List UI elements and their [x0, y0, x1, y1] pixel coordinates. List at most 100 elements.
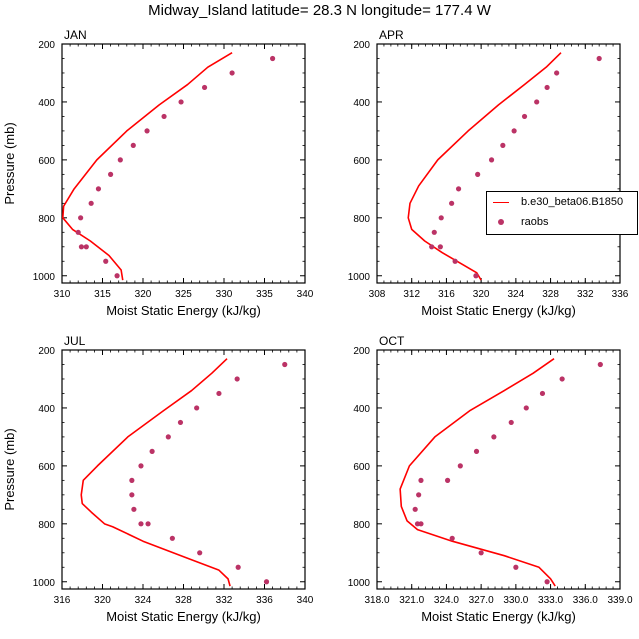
raobs-point	[475, 171, 481, 177]
raobs-point	[444, 477, 451, 483]
y-tick-label: 400	[38, 404, 55, 415]
y-tick-label: 1000	[33, 578, 56, 589]
raobs-point	[449, 200, 455, 206]
raobs-point	[554, 70, 560, 76]
raobs-point	[282, 361, 288, 368]
x-tick-label: 320	[94, 595, 111, 606]
x-tick-label: 312	[403, 289, 420, 300]
raobs-point	[473, 273, 479, 279]
raobs-point	[429, 244, 435, 250]
figure-title: Midway_Island latitude= 28.3 N longitude…	[148, 2, 491, 19]
raobs-point	[103, 258, 109, 264]
y-axis-label: Pressure (mb)	[2, 122, 17, 204]
raobs-point	[491, 434, 497, 440]
raobs-point	[511, 128, 517, 134]
x-tick-label: 332	[216, 595, 233, 606]
model-profile-line	[80, 358, 231, 587]
raobs-point	[508, 419, 514, 426]
raobs-point	[438, 215, 444, 221]
raobs-point	[83, 244, 89, 250]
raobs-point	[544, 84, 550, 91]
panel-apr: APR 308 312 316 320 324 328 332 336 200 400 600 800 1…	[348, 28, 629, 318]
raobs-point	[513, 564, 519, 570]
legend-label-model: b.e30_beta06.B1850	[521, 196, 624, 208]
raobs-point	[117, 157, 123, 163]
y-tick-label: 400	[353, 98, 370, 109]
panel-jan: JAN 310 315 320 325 330 335 340 200 400 600 800 1000…	[2, 28, 314, 318]
legend: b.e30_beta06.B1850 raobs	[486, 191, 638, 235]
x-tick-label: 340	[297, 289, 314, 300]
x-tick-label: 310	[54, 289, 71, 300]
x-tick-label: 320	[473, 289, 490, 300]
y-tick-label: 1000	[348, 272, 371, 283]
y-tick-label: 600	[38, 156, 55, 167]
x-tick-label: 336	[612, 289, 629, 300]
raobs-point	[416, 492, 422, 498]
raobs-point	[473, 448, 480, 454]
plot-frame	[61, 349, 306, 590]
legend-dot-swatch	[498, 219, 504, 225]
y-axis-label: Pressure (mb)	[2, 428, 17, 510]
raobs-point	[457, 463, 463, 469]
raobs-point	[178, 99, 184, 105]
x-tick-label: 325	[175, 289, 192, 300]
raobs-point	[75, 229, 81, 235]
raobs-point	[129, 492, 135, 498]
x-axis-label: Moist Static Energy (kJ/kg)	[106, 609, 261, 624]
raobs-point	[229, 70, 235, 76]
raobs-point	[412, 506, 418, 512]
model-profile-line	[62, 52, 233, 281]
y-tick-label: 600	[353, 462, 370, 473]
plot-frame	[376, 349, 621, 590]
x-tick-label: 321.0	[399, 595, 424, 606]
plot-frame	[376, 43, 621, 284]
raobs-point	[197, 550, 203, 556]
raobs-point	[270, 55, 276, 62]
y-tick-label: 400	[353, 404, 370, 415]
raobs-point	[88, 200, 94, 206]
y-tick-label: 1000	[348, 578, 371, 589]
panel-data	[407, 52, 602, 281]
panel-label: OCT	[379, 334, 405, 348]
raobs-point	[488, 157, 495, 163]
raobs-point	[418, 477, 424, 483]
x-tick-label: 336.0	[573, 595, 598, 606]
panel-data	[80, 358, 288, 587]
raobs-point	[263, 579, 270, 585]
x-tick-label: 340	[297, 595, 314, 606]
raobs-point	[216, 390, 222, 397]
y-tick-label: 800	[353, 214, 370, 225]
raobs-point	[596, 55, 602, 62]
raobs-point	[138, 463, 144, 469]
raobs-point	[449, 535, 455, 541]
raobs-point	[235, 564, 241, 570]
x-axis-label: Moist Static Energy (kJ/kg)	[421, 303, 576, 318]
raobs-point	[108, 171, 114, 177]
raobs-point	[130, 142, 136, 148]
raobs-point	[114, 273, 120, 279]
raobs-point	[149, 448, 155, 454]
x-tick-label: 324	[508, 289, 525, 300]
raobs-point	[534, 99, 540, 105]
x-tick-label: 330	[216, 289, 233, 300]
y-tick-label: 600	[38, 462, 55, 473]
x-tick-label: 316	[438, 289, 455, 300]
x-tick-label: 320	[135, 289, 152, 300]
x-tick-label: 328	[175, 595, 192, 606]
raobs-point	[452, 258, 458, 264]
panel-jul: JUL 316 320 324 328 332 336 340 200 400 600 800 1000…	[2, 334, 314, 624]
x-tick-label: 335	[256, 289, 273, 300]
raobs-point	[138, 521, 144, 527]
raobs-point	[597, 361, 603, 368]
panel-label: JUL	[64, 334, 86, 348]
x-tick-label: 324.0	[434, 595, 459, 606]
raobs-point	[129, 477, 135, 483]
x-tick-label: 339.0	[607, 595, 632, 606]
raobs-point	[161, 113, 167, 120]
raobs-point	[431, 229, 437, 235]
panel-label: JAN	[64, 28, 87, 42]
raobs-point	[523, 405, 529, 411]
panel-data	[62, 52, 276, 281]
y-tick-label: 200	[38, 346, 55, 357]
